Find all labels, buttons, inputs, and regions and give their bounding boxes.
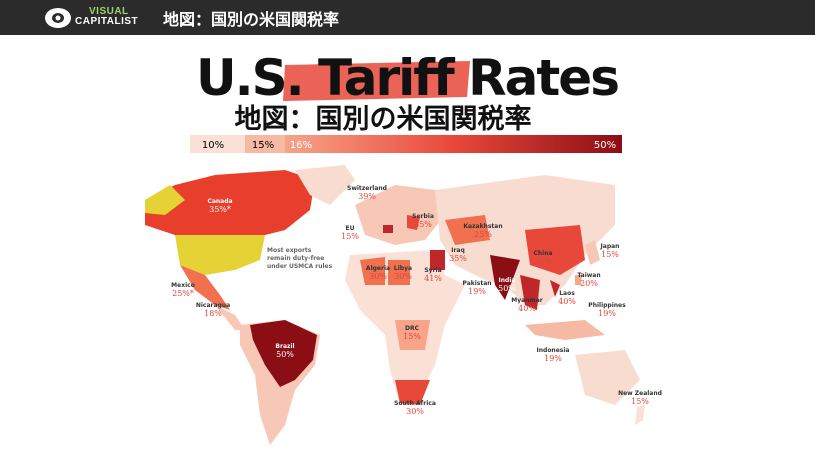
tariff-rate: 30%: [406, 407, 424, 416]
logo[interactable]: VISUAL CAPITALIST: [75, 7, 138, 27]
tariff-rate: 15%: [403, 332, 421, 341]
logo-line: VISUAL: [89, 6, 129, 17]
tariff-rate: 30%: [369, 272, 387, 281]
country-name: Libya: [394, 265, 412, 272]
note-line: under USMCA rules: [267, 263, 333, 270]
country-name: Kazakhstan: [463, 223, 502, 230]
country-name: Canada: [207, 198, 232, 205]
country-name: Nicaragua: [196, 302, 230, 309]
tariff-rate: 19%: [598, 309, 616, 318]
tariff-rate: 50%: [276, 350, 294, 359]
country-name: Brazil: [275, 343, 294, 350]
legend-gradient: [285, 135, 622, 153]
tariff-rate: 30%: [394, 272, 412, 281]
country-name: Switzerland: [347, 185, 387, 192]
land: [145, 165, 645, 445]
tariff-rate: 19%: [468, 287, 486, 296]
logo-icon: [45, 8, 71, 28]
country-name: Taiwan: [577, 272, 600, 279]
tariff-rate: 35%: [414, 220, 432, 229]
brush: [283, 61, 470, 101]
country-name: Myanmar: [511, 297, 543, 304]
country-name: Syria: [424, 267, 441, 274]
tariff-rate: 50%: [498, 284, 516, 293]
tariff-rate: 18%: [204, 309, 222, 318]
tariff-rate: 30%: [534, 257, 552, 266]
tariff-rate: 25%: [474, 230, 492, 239]
top-bar: VISUAL CAPITALIST 地図：国別の米国関税率: [0, 0, 815, 35]
tariff-rate: 20%: [580, 279, 598, 288]
country-name: Pakistan: [462, 280, 491, 287]
country-name: Indonesia: [537, 347, 570, 354]
tariff-rate: 25%*: [172, 289, 194, 298]
infographic: U.S. Tariff Rates 地図：国別の米国関税率 10% 15% 16…: [145, 35, 670, 450]
title: U.S. Tariff Rates: [196, 49, 618, 107]
country-name: China: [533, 250, 552, 257]
country-name: Serbia: [412, 213, 434, 220]
tariff-rate: 40%: [558, 297, 576, 306]
note: Most exports remain duty-free under USMC…: [267, 247, 333, 270]
country-name: India: [499, 277, 516, 284]
tariff-rate: 15%: [601, 250, 619, 259]
map-graphic: U.S. Tariff Rates 地図：国別の米国関税率 10% 15% 16…: [145, 49, 662, 445]
note-line: Most exports: [267, 247, 312, 254]
note-line: remain duty-free: [267, 255, 324, 262]
country-name: Laos: [559, 290, 575, 297]
subtitle: 地図：国別の米国関税率: [235, 103, 532, 135]
country-name: DRC: [405, 325, 420, 332]
legend-label: 16%: [290, 140, 312, 151]
tariff-rate: 39%: [358, 192, 376, 201]
country-labels: Canada35%*Mexico25%*Nicaragua18%Brazil50…: [171, 185, 662, 416]
country-name: Philippines: [588, 302, 626, 309]
legend-label: 50%: [594, 140, 616, 151]
country-name: New Zealand: [618, 390, 662, 397]
legend-swatch: [190, 135, 245, 153]
tariff-rate: 15%: [341, 232, 359, 241]
tariff-rate: 35%*: [209, 205, 231, 214]
country-name: Japan: [600, 243, 620, 250]
legend-swatch: [245, 135, 285, 153]
country-name: South Africa: [394, 400, 436, 407]
logo-line: CAPITALIST: [75, 16, 139, 27]
tariff-rate: 19%: [544, 354, 562, 363]
country-name: Algeria: [366, 265, 390, 272]
tariff-rate: 40%: [518, 304, 536, 313]
tariff-rate: 41%: [424, 274, 442, 283]
country-name: Iraq: [451, 247, 465, 254]
legend-label: 10%: [202, 140, 224, 151]
page-title: 地図：国別の米国関税率: [163, 10, 340, 29]
tariff-rate: 15%: [631, 397, 649, 406]
country-name: Mexico: [171, 282, 195, 289]
tariff-rate: 35%: [449, 254, 467, 263]
country-name: EU: [346, 225, 355, 232]
legend-label: 15%: [252, 140, 274, 151]
